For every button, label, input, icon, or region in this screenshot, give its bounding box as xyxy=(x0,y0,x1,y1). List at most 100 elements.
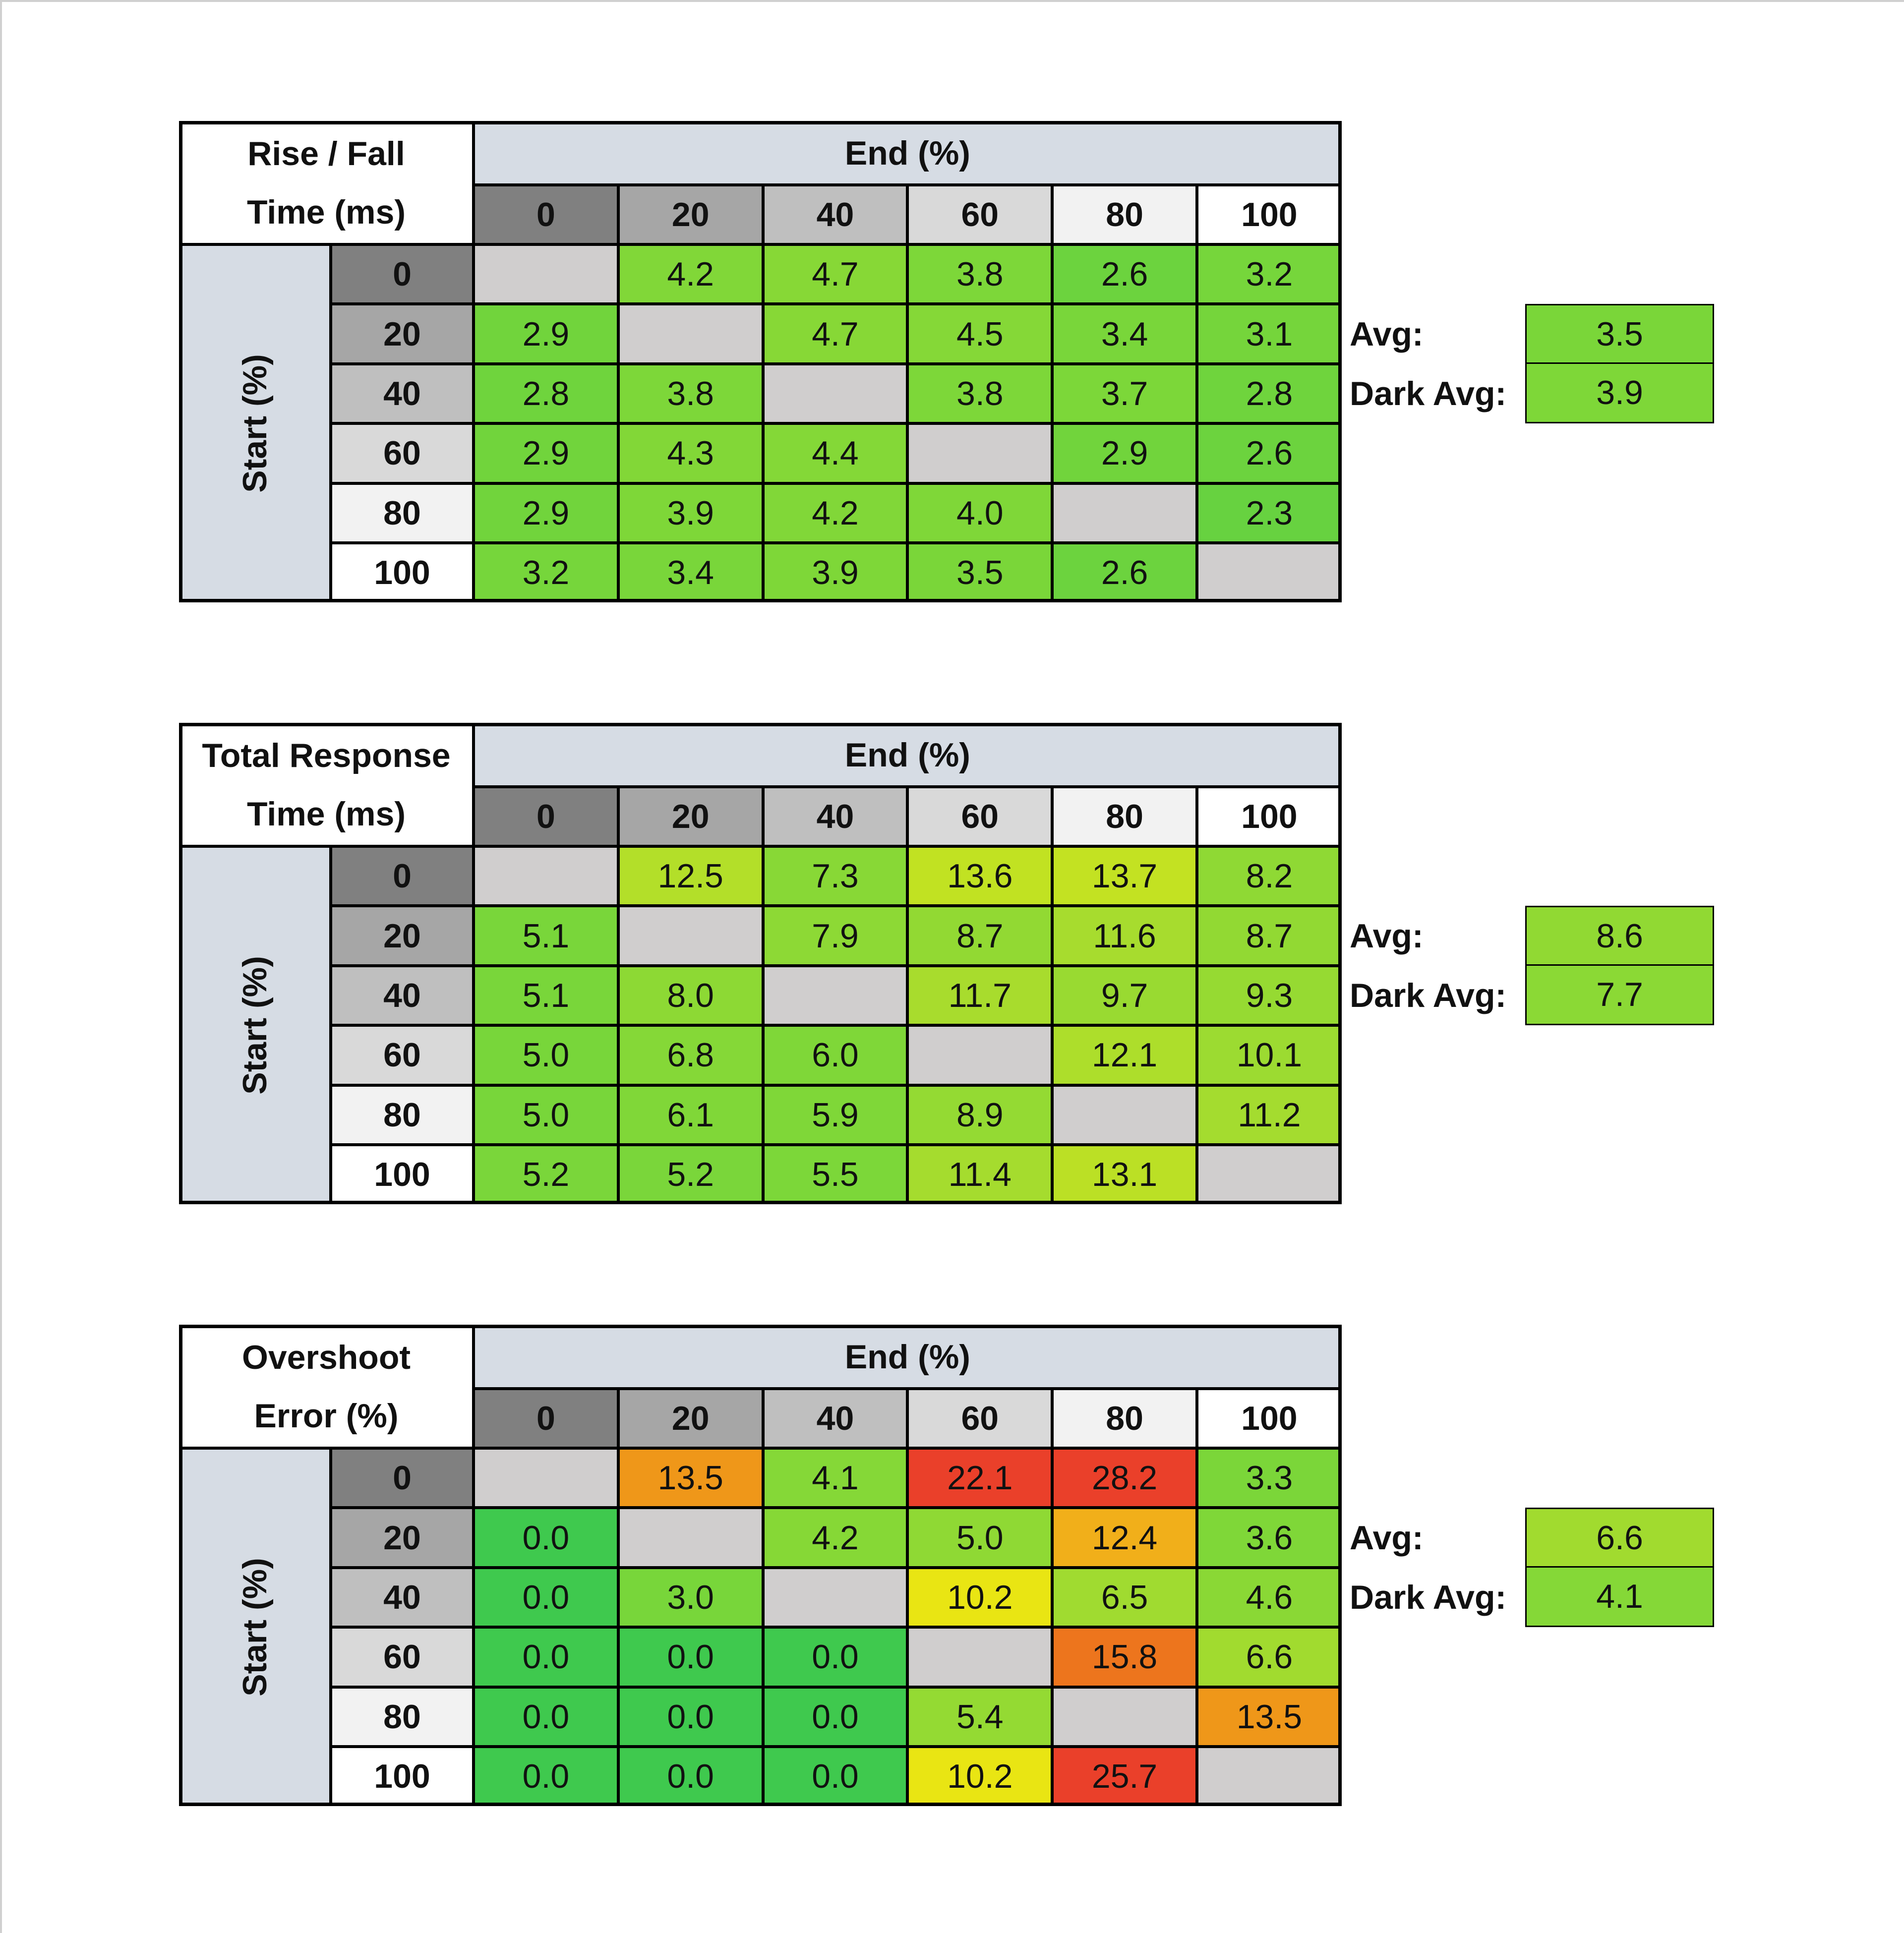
dark-avg-label: Dark Avg: xyxy=(1350,374,1507,412)
dark-avg-value: 4.1 xyxy=(1525,1566,1714,1628)
table-title: Total Response Time (ms) xyxy=(179,723,474,846)
empty-cell xyxy=(1052,1085,1197,1145)
dark-avg-value: 7.7 xyxy=(1525,964,1714,1026)
empty-cell xyxy=(618,304,763,364)
row-header: 80 xyxy=(331,483,474,543)
start-label: Start (%) xyxy=(179,244,331,603)
value-cell: 0.0 xyxy=(474,1627,618,1687)
row-header: 40 xyxy=(331,363,474,424)
empty-cell xyxy=(1052,483,1197,543)
value-cell: 4.6 xyxy=(1197,1567,1342,1628)
dark-avg-label: Dark Avg: xyxy=(1350,976,1507,1014)
row-header: 20 xyxy=(331,906,474,966)
column-header: 0 xyxy=(474,787,618,846)
value-cell: 0.0 xyxy=(618,1687,763,1747)
value-cell: 0.0 xyxy=(474,1567,618,1628)
avg-label: Avg: xyxy=(1350,1519,1424,1557)
table-title: Rise / Fall Time (ms) xyxy=(179,121,474,244)
value-cell: 11.7 xyxy=(907,965,1053,1026)
value-cell: 2.8 xyxy=(474,363,618,424)
row-header: 100 xyxy=(331,543,474,603)
value-cell: 8.0 xyxy=(618,965,763,1026)
start-label-text: Start (%) xyxy=(236,956,274,1095)
title-line: Time (ms) xyxy=(247,795,406,833)
start-label-text: Start (%) xyxy=(236,354,274,493)
empty-cell xyxy=(907,423,1053,483)
value-cell: 12.4 xyxy=(1052,1508,1197,1568)
value-cell: 0.0 xyxy=(474,1687,618,1747)
value-cell: 0.0 xyxy=(763,1747,908,1807)
value-cell: 4.2 xyxy=(618,244,763,304)
empty-cell xyxy=(474,1448,618,1508)
row-header: 40 xyxy=(331,1567,474,1628)
value-cell: 4.7 xyxy=(763,244,908,304)
column-header: 60 xyxy=(907,185,1053,244)
value-cell: 2.6 xyxy=(1197,423,1342,483)
start-label: Start (%) xyxy=(179,846,331,1205)
value-cell: 3.7 xyxy=(1052,363,1197,424)
row-header: 80 xyxy=(331,1687,474,1747)
column-header: 100 xyxy=(1197,787,1342,846)
value-cell: 3.8 xyxy=(618,363,763,424)
empty-cell xyxy=(618,1508,763,1568)
value-cell: 3.6 xyxy=(1197,1508,1342,1568)
value-cell: 2.9 xyxy=(474,423,618,483)
value-cell: 5.9 xyxy=(763,1085,908,1145)
column-header: 100 xyxy=(1197,185,1342,244)
column-header: 0 xyxy=(474,1389,618,1448)
value-cell: 2.9 xyxy=(474,483,618,543)
row-header: 100 xyxy=(331,1145,474,1205)
value-cell: 25.7 xyxy=(1052,1747,1197,1807)
value-cell: 3.8 xyxy=(907,244,1053,304)
value-cell: 5.1 xyxy=(474,906,618,966)
value-cell: 3.4 xyxy=(618,543,763,603)
value-cell: 13.1 xyxy=(1052,1145,1197,1205)
dark-avg-label: Dark Avg: xyxy=(1350,1578,1507,1616)
end-label: End (%) xyxy=(474,723,1342,787)
row-header: 100 xyxy=(331,1747,474,1807)
value-cell: 5.2 xyxy=(474,1145,618,1205)
value-cell: 2.9 xyxy=(1052,423,1197,483)
avg-label: Avg: xyxy=(1350,315,1424,353)
avg-label: Avg: xyxy=(1350,917,1424,955)
value-cell: 3.2 xyxy=(1197,244,1342,304)
value-cell: 6.5 xyxy=(1052,1567,1197,1628)
column-header: 40 xyxy=(763,787,908,846)
value-cell: 5.0 xyxy=(474,1025,618,1085)
value-cell: 3.8 xyxy=(907,363,1053,424)
empty-cell xyxy=(1197,543,1342,603)
empty-cell xyxy=(618,906,763,966)
column-header: 40 xyxy=(763,1389,908,1448)
value-cell: 3.9 xyxy=(763,543,908,603)
value-cell: 11.4 xyxy=(907,1145,1053,1205)
value-cell: 4.7 xyxy=(763,304,908,364)
row-header: 40 xyxy=(331,965,474,1026)
value-cell: 0.0 xyxy=(618,1627,763,1687)
value-cell: 3.2 xyxy=(474,543,618,603)
value-cell: 9.3 xyxy=(1197,965,1342,1026)
value-cell: 2.9 xyxy=(474,304,618,364)
value-cell: 28.2 xyxy=(1052,1448,1197,1508)
row-header: 60 xyxy=(331,1627,474,1687)
value-cell: 5.5 xyxy=(763,1145,908,1205)
value-cell: 6.0 xyxy=(763,1025,908,1085)
column-header: 100 xyxy=(1197,1389,1342,1448)
value-cell: 3.4 xyxy=(1052,304,1197,364)
table-title: Overshoot Error (%) xyxy=(179,1325,474,1448)
column-header: 20 xyxy=(618,185,763,244)
value-cell: 10.2 xyxy=(907,1747,1053,1807)
value-cell: 22.1 xyxy=(907,1448,1053,1508)
empty-cell xyxy=(763,363,908,424)
value-cell: 5.0 xyxy=(907,1508,1053,1568)
value-cell: 8.9 xyxy=(907,1085,1053,1145)
column-header: 80 xyxy=(1052,1389,1197,1448)
row-header: 80 xyxy=(331,1085,474,1145)
value-cell: 0.0 xyxy=(763,1627,908,1687)
end-label: End (%) xyxy=(474,121,1342,185)
value-cell: 15.8 xyxy=(1052,1627,1197,1687)
value-cell: 3.5 xyxy=(907,543,1053,603)
title-line: Error (%) xyxy=(254,1397,399,1435)
value-cell: 13.6 xyxy=(907,846,1053,906)
